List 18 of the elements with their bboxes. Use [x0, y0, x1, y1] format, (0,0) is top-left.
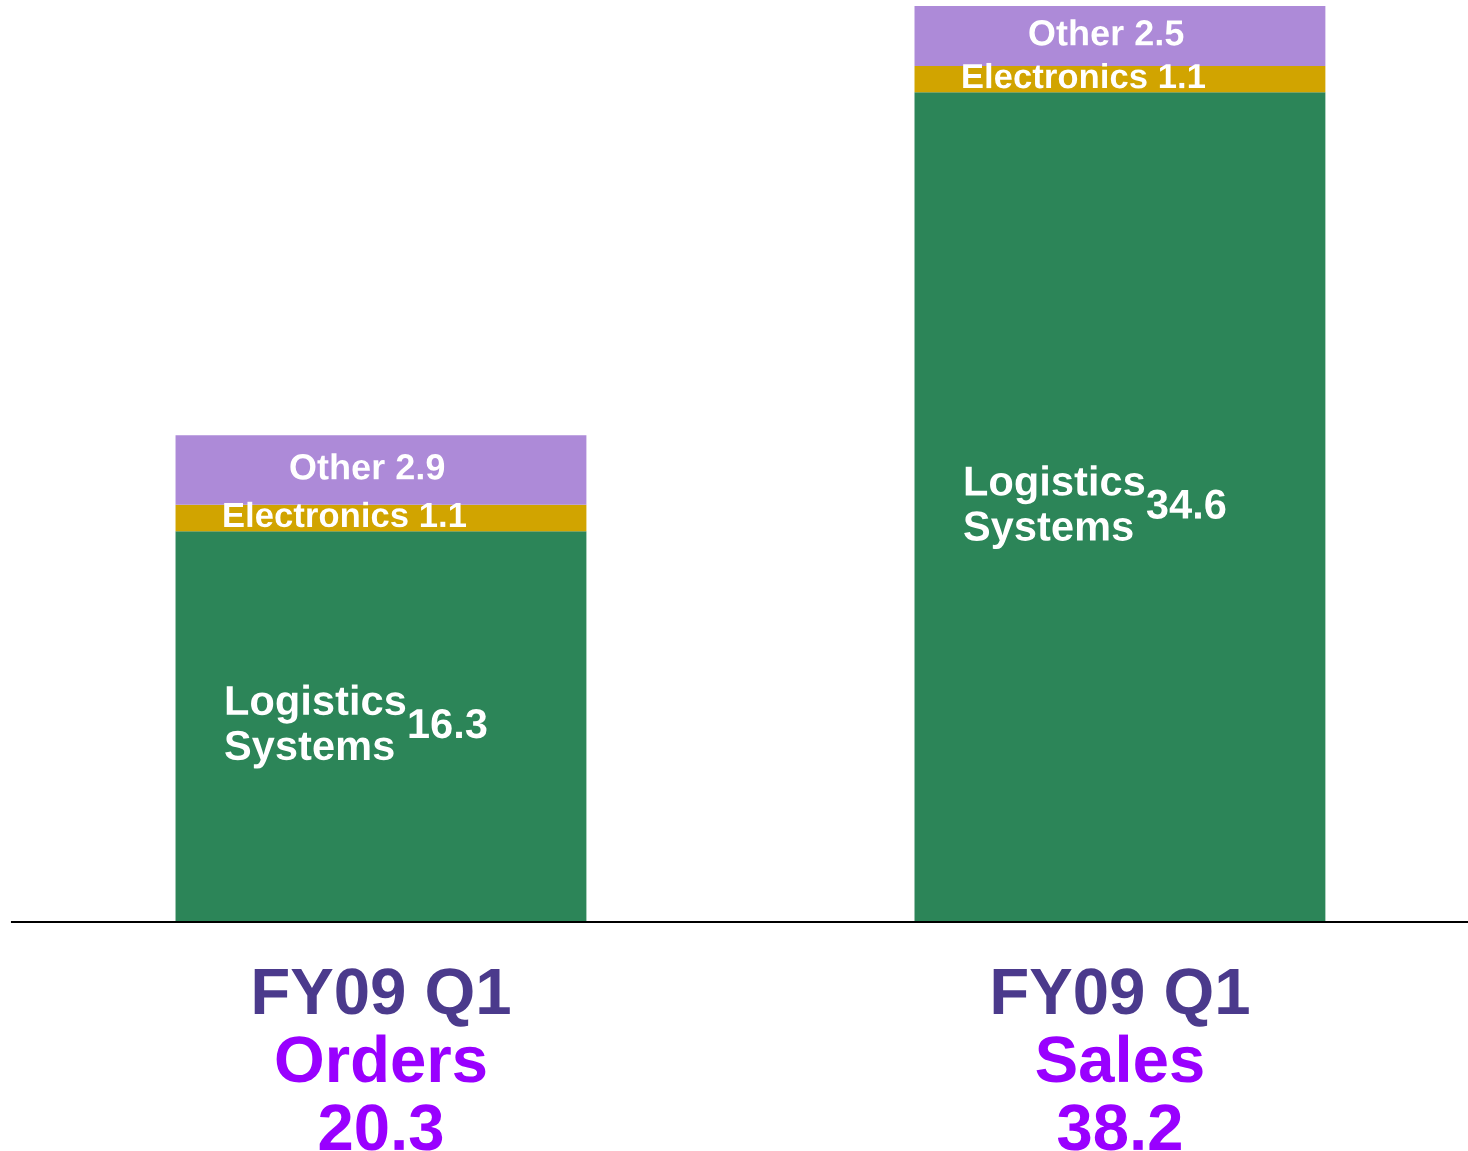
bar	[914, 92, 1326, 922]
series-label: Electronics	[224, 501, 408, 528]
total-label: 38.2	[1057, 1104, 1181, 1151]
data-label: 1.1	[420, 503, 467, 527]
bar	[175, 531, 587, 922]
x-tick-label: FY09 Q1 Orders	[254, 968, 510, 1083]
data-label: 2.9	[396, 454, 445, 480]
data-label: 34.6	[1146, 489, 1226, 520]
data-label: 1.1	[1159, 64, 1205, 89]
text: Electronics	[963, 62, 1147, 89]
data-label: 2.5	[1135, 20, 1184, 46]
x-tick-label: FY09 Q1 Sales	[993, 968, 1249, 1083]
series-label: Logistics Systems	[964, 465, 1145, 550]
total-label: 20.3	[319, 1104, 443, 1151]
data-label: 16.3	[409, 708, 487, 739]
text: Other	[290, 453, 385, 480]
text: Logistics Systems	[225, 684, 406, 769]
series-label: Other	[1029, 19, 1124, 46]
